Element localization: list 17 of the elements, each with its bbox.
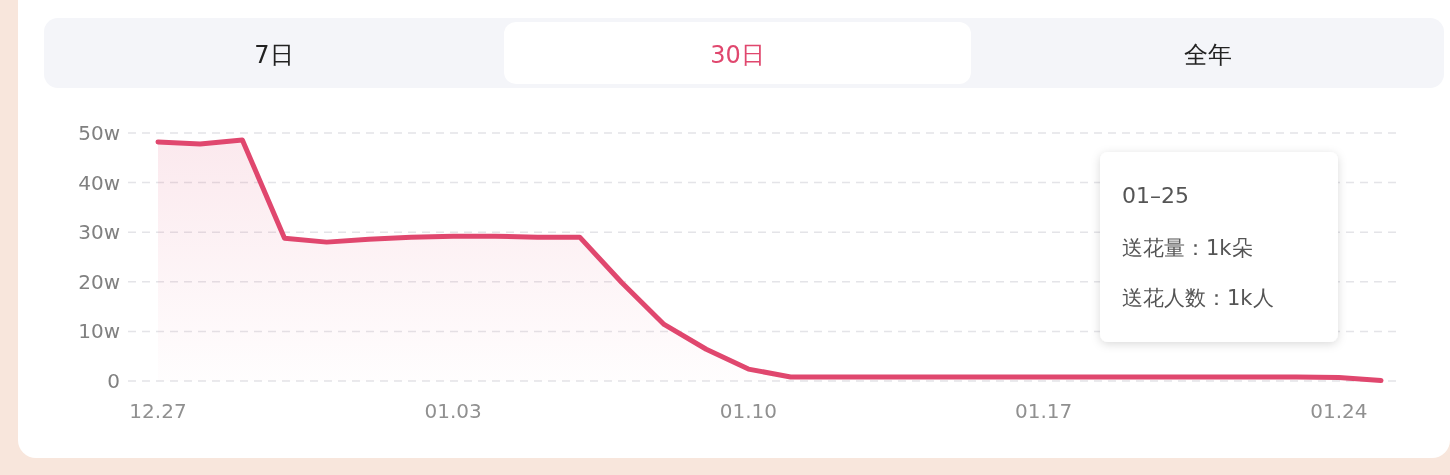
annotation: 送花量：1k朵 (1122, 236, 1253, 260)
y-tick-label: 50w (78, 121, 120, 145)
x-tick-label: 01.24 (1310, 399, 1368, 423)
x-tick-label: 01.10 (719, 399, 778, 423)
y-tick-label: 20w (78, 269, 120, 294)
y-tick-label: 40w (78, 170, 120, 195)
text: 全年 (1183, 41, 1232, 69)
y-tick-label: 10w (78, 319, 120, 344)
text: 30日 (710, 41, 765, 69)
x-tick-label: 12.27 (129, 399, 187, 423)
y-tick-label: 0 (107, 369, 120, 393)
text: 7日 (254, 41, 294, 69)
x-tick-label: 01.03 (424, 399, 482, 423)
annotation: 01–25 (1122, 183, 1189, 208)
annotation: 送花人数：1k人 (1122, 286, 1274, 310)
x-tick-label: 01.17 (1014, 399, 1073, 423)
y-tick-label: 30w (78, 220, 120, 245)
